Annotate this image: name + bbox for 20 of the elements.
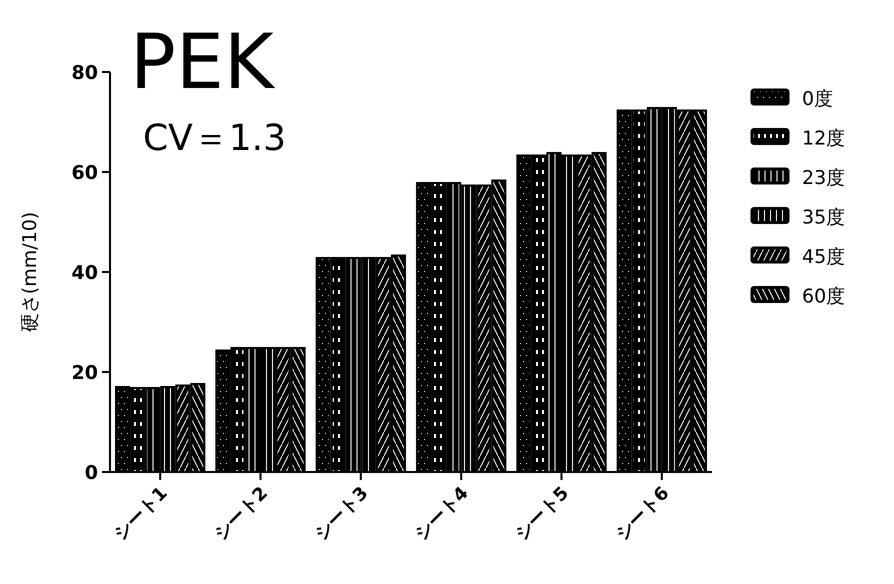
y-tick-label: 0: [84, 462, 98, 484]
x-tick-label: シート6: [611, 482, 674, 545]
x-tick-label: シート3: [310, 482, 372, 545]
x-tick-label: シート5: [511, 482, 574, 545]
legend-label: 35度: [802, 206, 846, 228]
legend-label: 12度: [802, 128, 846, 150]
y-tick-label: 60: [72, 162, 98, 184]
y-tick-label: 40: [72, 262, 98, 284]
y-tick-label: 80: [72, 62, 98, 84]
legend-label: 45度: [802, 246, 846, 268]
chart-title: PEK: [130, 17, 276, 106]
y-tick-label: 20: [72, 362, 98, 384]
legend-label: 60度: [802, 286, 846, 308]
x-tick-label: シート2: [210, 482, 272, 545]
text: CV＝1.3: [143, 118, 286, 159]
legend-label: 23度: [802, 167, 846, 189]
y-axis-title: 硬さ(mm/10): [19, 212, 41, 332]
x-tick-label: シート4: [410, 482, 473, 545]
legend-label: 0度: [802, 88, 834, 110]
x-tick-label: シート1: [110, 482, 172, 545]
